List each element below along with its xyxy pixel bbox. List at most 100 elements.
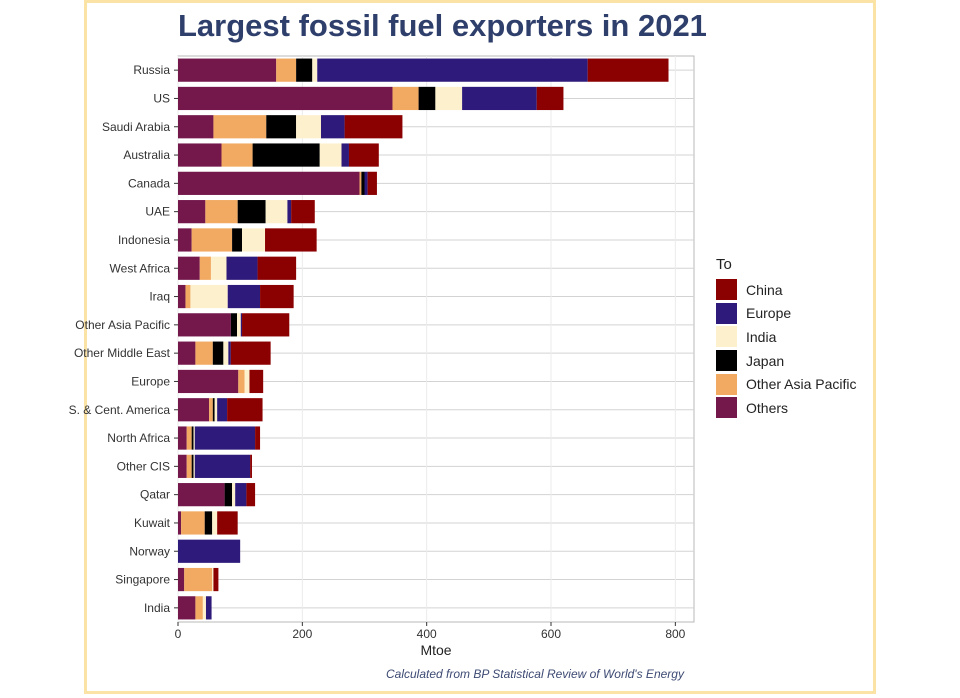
legend-swatch (716, 397, 737, 419)
y-tick-label: Saudi Arabia (102, 120, 170, 134)
bar-segment (217, 398, 228, 422)
bar-segment (237, 313, 241, 337)
bar-segment (257, 256, 297, 280)
chart-title: Largest fossil fuel exporters in 2021 (178, 8, 707, 43)
bar-segment (191, 454, 194, 478)
bar-segment (178, 143, 222, 167)
bar-segment (191, 426, 194, 450)
bar-segment (228, 341, 231, 365)
bar-segment (227, 284, 261, 309)
bar-segment (214, 398, 218, 422)
legend: To China Europe India Japan Other Asia P… (716, 256, 857, 420)
bar-segment (178, 483, 225, 507)
bar-segment (193, 426, 195, 450)
bar-segment (319, 143, 342, 167)
bar-segment (320, 115, 345, 139)
y-tick-label: Other Middle East (74, 346, 171, 360)
y-tick-label: UAE (145, 205, 170, 219)
y-tick-label: Other CIS (117, 459, 170, 473)
bar-segment (246, 483, 256, 507)
legend-label: Other Asia Pacific (746, 376, 857, 393)
bar-segment (210, 256, 227, 280)
bar-segment (361, 171, 365, 195)
bar-segment (223, 341, 229, 365)
bar-segment (212, 511, 218, 535)
bar-segment (178, 86, 393, 111)
legend-swatch (716, 302, 737, 324)
bar-segment (178, 171, 360, 195)
x-tick-label: 200 (292, 627, 312, 641)
bar-segment (178, 426, 187, 450)
y-tick-label: North Africa (107, 431, 170, 445)
bar-segment (255, 426, 261, 450)
bar-segment (296, 115, 321, 139)
bar-segment (191, 228, 233, 252)
bar-segment (226, 256, 258, 280)
bar-segment (213, 567, 219, 592)
bar-segment (178, 539, 241, 563)
legend-label: India (746, 328, 777, 345)
bar-segment (184, 567, 213, 592)
bar-segment (178, 596, 196, 620)
y-tick-label: Norway (129, 544, 170, 558)
bar-segment (237, 200, 266, 224)
bar-segment (178, 200, 206, 224)
bar-segment (193, 454, 195, 478)
bar-segment (194, 426, 256, 450)
bar-segment (186, 454, 192, 478)
y-tick-label: Canada (128, 176, 170, 190)
legend-label: Europe (746, 305, 792, 322)
bar-segment (178, 369, 239, 394)
bar-segment (276, 58, 297, 82)
legend-label: China (746, 281, 783, 298)
bar-segment (178, 511, 182, 535)
x-tick-label: 400 (417, 627, 437, 641)
bar-segment (232, 483, 236, 507)
bar-segment (178, 256, 200, 280)
y-tick-label: Europe (131, 374, 170, 388)
bar-segment (462, 86, 537, 111)
bar-segment (190, 284, 228, 309)
bar-segment (178, 398, 210, 422)
bar-segment (199, 256, 211, 280)
y-tick-label: Russia (133, 63, 170, 77)
bar-segment (202, 596, 206, 620)
bar-segment (364, 171, 368, 195)
bar-segment (178, 58, 277, 82)
bar-segment (235, 483, 247, 507)
bar-segment (312, 58, 318, 82)
bar-segment (244, 369, 250, 394)
bar-segment (242, 313, 290, 337)
bar-segment (213, 115, 267, 139)
y-tick-label: Indonesia (118, 233, 170, 247)
bar-segment (238, 369, 245, 394)
bar-segment (178, 228, 192, 252)
bar-segment (240, 313, 243, 337)
y-tick-label: Australia (123, 148, 170, 162)
bar-segment (178, 313, 231, 337)
bar-segment (418, 86, 436, 111)
bar-segment (232, 228, 243, 252)
bar-segment (587, 58, 669, 82)
legend-title: To (716, 256, 732, 273)
legend-item-india: India (716, 325, 857, 349)
bar-segment (181, 511, 205, 535)
bar-segment (178, 284, 186, 309)
y-tick-label: Qatar (140, 488, 170, 502)
bar-segment (392, 86, 419, 111)
bar-segment (260, 284, 294, 309)
bar-segment (317, 58, 588, 82)
x-tick-label: 0 (175, 627, 182, 641)
bar-segment (224, 483, 233, 507)
x-tick-label: 600 (541, 627, 561, 641)
bar-segment (230, 341, 271, 365)
bar-segment (435, 86, 463, 111)
plot-panel (177, 55, 695, 623)
legend-label: Japan (746, 352, 785, 369)
legend-swatch (716, 373, 737, 395)
legend-item-other-asia-pacific: Other Asia Pacific (716, 372, 857, 396)
bar-segment (266, 115, 297, 139)
bar-segment (212, 341, 224, 365)
bar-segment (217, 511, 238, 535)
bar-segment (287, 200, 292, 224)
